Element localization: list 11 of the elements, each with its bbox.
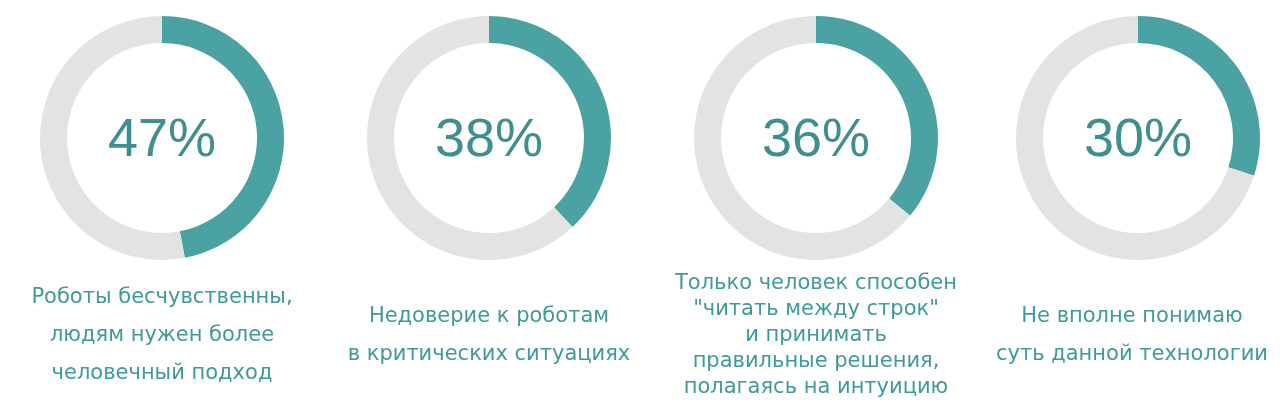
text: Только человек способен "читать между строк" и принимать правильные решения, полагаясь на интуицию — [673, 270, 958, 398]
data-label: 36% — [761, 107, 871, 167]
data-label: 30% — [1083, 107, 1193, 167]
data-label: 38% — [434, 107, 544, 167]
donut-slice — [367, 16, 573, 260]
data-label: 47% — [107, 107, 217, 167]
text: Недоверие к роботам в критических ситуациях — [347, 303, 631, 365]
text: Роботы бесчувственны, людям нужен более человечный подход — [31, 284, 293, 384]
donut-slice — [694, 16, 910, 260]
donut-slice — [1016, 16, 1255, 260]
text: Не вполне понимаю суть данной технологии — [995, 303, 1269, 365]
